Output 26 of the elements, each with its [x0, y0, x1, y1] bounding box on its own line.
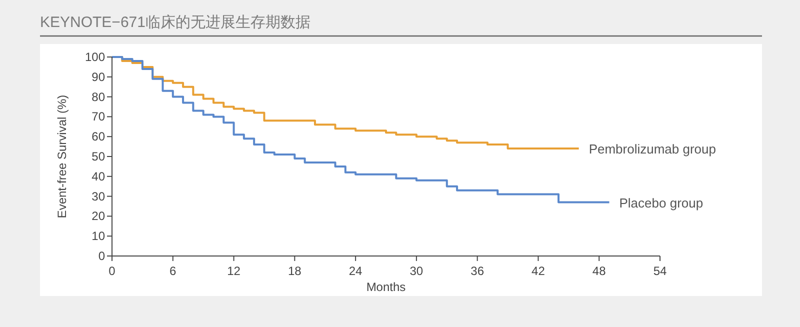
y-tick-label: 60: [92, 130, 106, 144]
y-tick-label: 100: [84, 50, 106, 64]
y-axis-title: Event-free Survival (%): [55, 94, 69, 218]
x-tick-label: 48: [592, 264, 606, 278]
x-tick-label: 36: [470, 264, 484, 278]
series-label: Placebo group: [619, 195, 704, 210]
y-tick-label: 50: [92, 150, 106, 164]
x-tick-label: 0: [108, 264, 116, 278]
chart-title: KEYNOTE−671临床的无进展生存期数据: [40, 14, 310, 31]
y-tick-label: 10: [92, 229, 106, 244]
x-tick-label: 24: [348, 264, 363, 278]
series-label: Pembrolizumab group: [588, 142, 716, 157]
x-tick-label: 12: [227, 264, 241, 278]
y-tick-label: 90: [92, 70, 106, 84]
x-tick-label: 30: [410, 264, 424, 278]
y-tick-label: 0: [98, 249, 106, 263]
x-tick-label: 18: [288, 264, 302, 278]
x-axis-title: Months: [366, 280, 406, 294]
y-tick-label: 20: [92, 209, 106, 224]
x-tick-label: 6: [170, 264, 177, 278]
y-tick-label: 40: [92, 169, 106, 184]
x-tick-label: 42: [532, 264, 546, 278]
y-tick-label: 70: [92, 110, 106, 124]
y-tick-label: 30: [92, 189, 106, 204]
y-tick-label: 80: [92, 90, 106, 104]
x-tick-label: 54: [653, 264, 667, 278]
